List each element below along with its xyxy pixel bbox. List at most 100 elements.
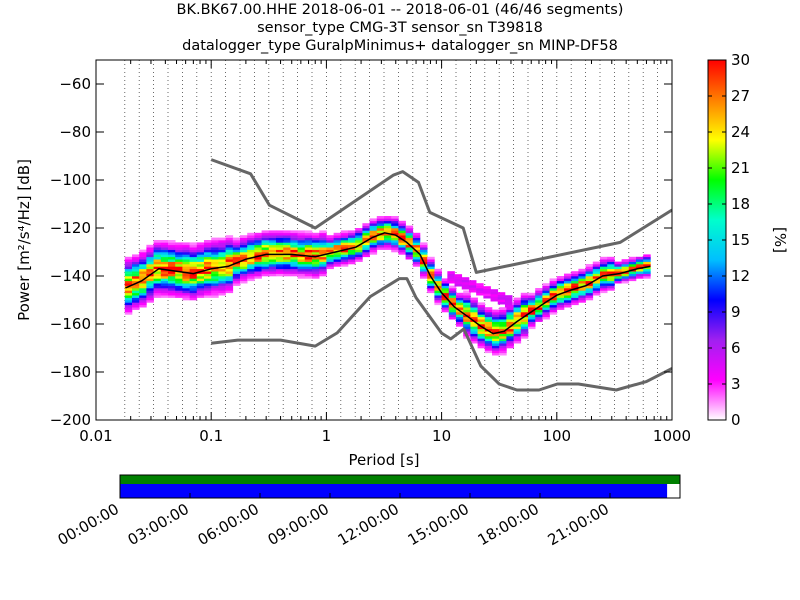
heatmap-cell (490, 289, 499, 292)
heatmap-cell (628, 266, 637, 270)
heatmap-cell (340, 254, 349, 258)
plot-frame (95, 59, 673, 421)
heatmap-cell (146, 297, 154, 301)
heatmap-cell (240, 276, 248, 279)
heatmap-cell (319, 247, 327, 250)
heatmap-cell (492, 321, 500, 325)
heatmap-cell (139, 268, 147, 272)
heatmap-cell (196, 256, 205, 260)
heatmap-cell (182, 268, 190, 272)
heatmap-cell (312, 240, 320, 243)
heatmap-cell (211, 285, 219, 289)
heatmap-cell (506, 316, 514, 320)
heatmap-cell (355, 232, 363, 236)
heatmap-cell (232, 280, 241, 284)
heatmap-cell (168, 292, 176, 296)
heatmap-cell (348, 232, 356, 236)
heatmap-cell (196, 271, 205, 274)
heatmap-cell (175, 242, 183, 246)
heatmap-cell (484, 316, 493, 320)
heatmap-cell (643, 268, 651, 272)
heatmap-cell (391, 218, 399, 222)
heatmap-cell (196, 254, 205, 258)
heatmap-cell (448, 288, 457, 291)
heatmap-cell (225, 252, 234, 255)
heatmap-cell (175, 278, 183, 282)
heatmap-cell (484, 345, 493, 349)
heatmap-cell (261, 256, 270, 260)
heatmap-cell (463, 324, 471, 327)
heatmap-cell (578, 273, 586, 277)
heatmap-cell (168, 240, 176, 243)
heatmap-cell (283, 242, 291, 246)
heatmap-cell (535, 290, 543, 294)
heatmap-cell (441, 280, 450, 284)
heatmap-cell (218, 247, 226, 250)
heatmap-cell (456, 302, 464, 306)
heatmap-cell (456, 324, 464, 327)
heatmap-cell (434, 300, 442, 303)
heatmap-cell (477, 331, 486, 334)
y-tick-label: −160 (50, 315, 91, 333)
heatmap-cell (268, 268, 277, 272)
heatmap-cell (225, 290, 234, 294)
heatmap-cell (182, 285, 190, 289)
heatmap-cell (225, 259, 234, 262)
heatmap-cell (592, 261, 601, 265)
heatmap-cell (139, 266, 147, 270)
heatmap-cell (160, 290, 169, 294)
heatmap-cell (312, 271, 320, 274)
heatmap-cell (218, 264, 226, 267)
heatmap-cell (391, 242, 399, 246)
heatmap-cell (441, 304, 450, 308)
heatmap-cell (454, 276, 463, 280)
heatmap-cell (369, 220, 378, 224)
heatmap-cell (211, 276, 219, 279)
heatmap-cell (290, 268, 298, 272)
heatmap-cell (621, 268, 630, 272)
heatmap-cell (268, 230, 277, 234)
heatmap-cell (232, 278, 241, 282)
heatmap-cell (405, 256, 414, 260)
heatmap-cell (470, 338, 478, 342)
heatmap-cell (240, 264, 248, 267)
heatmap-cell (261, 254, 270, 258)
heatmap-cell (427, 266, 435, 270)
heatmap-cell (319, 268, 327, 272)
y-tick-label: −180 (50, 363, 91, 381)
heatmap-cell (398, 232, 406, 236)
heatmap-cell (549, 307, 558, 310)
heatmap-cell (447, 280, 455, 284)
timeline-tick-label: 21:00:00 (545, 500, 612, 549)
heatmap-cell (225, 235, 234, 238)
x-axis: 0.01 0.1 1 10 100 1000 (79, 60, 691, 445)
heatmap-cell (434, 268, 442, 272)
heatmap-cell (276, 259, 284, 262)
heatmap-cell (153, 254, 162, 258)
heatmap-cell (232, 240, 241, 243)
heatmap-cell (146, 254, 154, 258)
heatmap-cell (333, 259, 342, 262)
heatmap-cell (405, 252, 414, 255)
heatmap-cell (369, 242, 378, 246)
heatmap-cell (139, 261, 147, 265)
heatmap-cell (283, 244, 291, 248)
heatmap-cell (254, 273, 262, 277)
heatmap-cell (571, 280, 579, 284)
heatmap-cell (254, 247, 262, 250)
heatmap-cell (504, 304, 513, 308)
heatmap-cell (297, 235, 306, 238)
heatmap-cell (225, 271, 234, 274)
heatmap-cell (276, 256, 284, 260)
heatmap-cell (470, 297, 478, 301)
heatmap-cell (189, 271, 198, 274)
heatmap-cell (146, 288, 154, 291)
heatmap-cell (146, 292, 154, 296)
heatmap-cell (585, 268, 594, 272)
heatmap-cell (549, 285, 558, 289)
heatmap-cell (168, 254, 176, 258)
heatmap-cell (283, 259, 291, 262)
heatmap-cell (556, 300, 565, 303)
heatmap-cell (643, 271, 651, 274)
y-tick-label: −60 (59, 75, 91, 93)
